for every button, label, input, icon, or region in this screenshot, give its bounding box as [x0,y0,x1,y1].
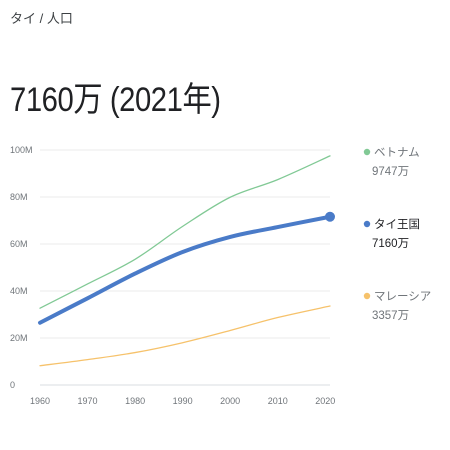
x-tick-label: 2020 [315,396,335,406]
population-headline: 7160万 (2021年) [10,81,221,119]
legend-marker [363,148,371,156]
x-tick-label: 2000 [220,396,240,406]
legend-value: 9747万 [372,166,409,178]
series-line-secondary-0 [39,155,331,309]
breadcrumb: タイ / 人口 [10,11,73,26]
series-line-secondary-2 [39,305,331,367]
y-tick-label: 80M [10,192,28,202]
legend-label: マレーシア [374,291,431,303]
y-tick-label: 40M [10,286,28,296]
legend-label: タイ王国 [374,218,420,231]
legend-value: 3357万 [372,310,409,322]
legend-marker [363,220,371,228]
x-tick-label: 1970 [78,396,98,406]
legend-label: ベトナム [374,146,420,159]
y-tick-label: 60M [10,239,28,249]
series-line-highlight-1 [38,214,332,325]
x-tick-label: 1990 [173,396,193,406]
x-tick-label: 2010 [268,396,288,406]
x-tick-label: 1980 [125,396,145,406]
y-tick-label: 20M [10,333,28,343]
x-tick-label: 1960 [30,396,50,406]
y-tick-label: 0 [10,380,15,390]
legend-value: 7160万 [372,238,409,250]
y-tick-label: 100M [10,145,33,155]
series-end-point [325,211,335,222]
population-line-chart: 0 20M 40M 60M 80M 100M 1960 1970 1980 1990 2000 201… [10,145,431,406]
legend-marker [363,292,371,300]
